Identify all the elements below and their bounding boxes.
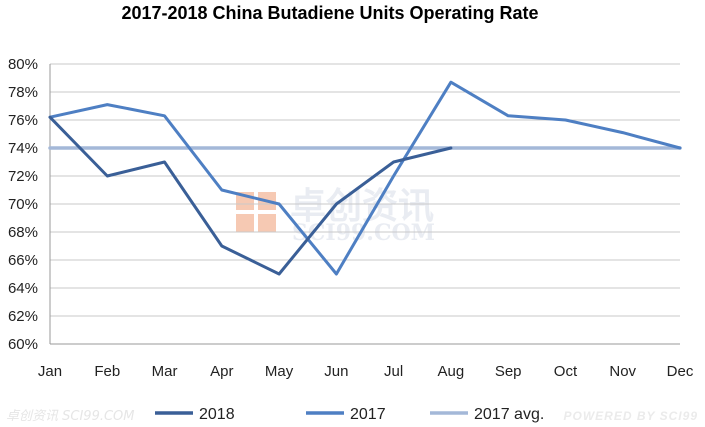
gridlines bbox=[50, 63, 680, 345]
y-axis-ticks: 60% 62% 64% 66% 68% 70% 72% 74% 76% 78% 80% bbox=[8, 56, 38, 353]
x-tick-label: Nov bbox=[609, 363, 636, 380]
x-tick-label: Sep bbox=[495, 363, 522, 380]
x-tick-label: Jul bbox=[384, 363, 403, 380]
y-tick-label: 76% bbox=[8, 112, 38, 129]
watermark-logo bbox=[236, 192, 276, 232]
x-tick-label: Aug bbox=[438, 363, 465, 380]
watermark-en-text: SCI99.COM bbox=[292, 220, 435, 246]
chart-title: 2017-2018 China Butadiene Units Operatin… bbox=[121, 3, 538, 23]
y-tick-label: 72% bbox=[8, 168, 38, 185]
y-tick-label: 68% bbox=[8, 224, 38, 241]
series-line-2017 bbox=[48, 80, 682, 276]
axes bbox=[49, 64, 680, 345]
y-tick-label: 74% bbox=[8, 140, 38, 157]
x-axis-ticks: Jan Feb Mar Apr May Jun Jul Aug Sep Oct Nov Dec bbox=[38, 363, 694, 380]
y-tick-label: 62% bbox=[8, 308, 38, 325]
legend-label-2018: 2018 bbox=[199, 406, 235, 423]
y-tick-label: 60% bbox=[8, 336, 38, 353]
x-tick-label: Jan bbox=[38, 363, 62, 380]
legend-label-2017-avg: 2017 avg. bbox=[474, 406, 544, 423]
x-tick-label: Feb bbox=[94, 363, 120, 380]
x-tick-label: Mar bbox=[152, 363, 178, 380]
y-tick-label: 80% bbox=[8, 56, 38, 73]
x-tick-label: Jun bbox=[324, 363, 348, 380]
series-line-2018 bbox=[48, 115, 453, 276]
x-tick-label: Dec bbox=[667, 363, 694, 380]
y-tick-label: 64% bbox=[8, 280, 38, 297]
x-tick-label: Oct bbox=[554, 363, 578, 380]
legend-label-2017: 2017 bbox=[350, 406, 386, 423]
x-tick-label: Apr bbox=[210, 363, 233, 380]
x-tick-label: May bbox=[265, 363, 294, 380]
series-layer bbox=[48, 80, 682, 276]
y-tick-label: 78% bbox=[8, 84, 38, 101]
legend: 2018 2017 2017 avg. bbox=[155, 406, 544, 423]
watermark: 卓创资讯 SCI99.COM bbox=[236, 186, 435, 246]
watermark-cn-text: 卓创资讯 bbox=[290, 186, 434, 227]
y-tick-label: 70% bbox=[8, 196, 38, 213]
y-tick-label: 66% bbox=[8, 252, 38, 269]
footer-left-watermark: 卓创资讯 SCI99.COM bbox=[6, 409, 135, 424]
footer-right-watermark: POWERED BY SCI99 bbox=[564, 409, 698, 423]
